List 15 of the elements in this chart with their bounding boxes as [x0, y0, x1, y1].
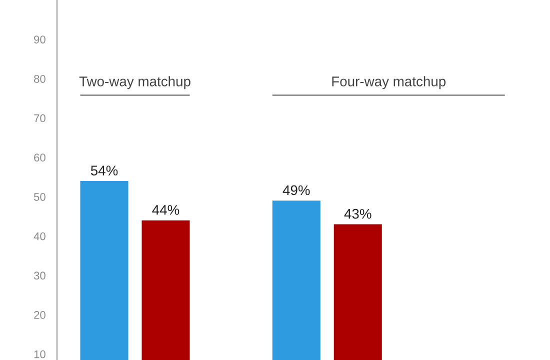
y-tick-label: 60: [34, 154, 46, 162]
data-label: 44%: [152, 205, 180, 215]
y-tick-label: 30: [34, 272, 46, 280]
data-label: 43%: [344, 208, 372, 219]
data-label: 49%: [282, 185, 310, 196]
y-tick-label: 10: [34, 350, 46, 358]
y-tick-label: 90: [34, 36, 46, 44]
y-tick-label: 40: [34, 232, 46, 240]
y-tick-label: 70: [34, 114, 46, 122]
data-label: 54%: [90, 166, 118, 176]
y-tick-label: 80: [34, 74, 46, 83]
annotation: Four-way matchup: [332, 76, 446, 90]
annotation: Two-way matchup: [79, 76, 190, 90]
y-tick-label: 50: [34, 192, 46, 201]
y-tick-label: 20: [34, 311, 46, 319]
